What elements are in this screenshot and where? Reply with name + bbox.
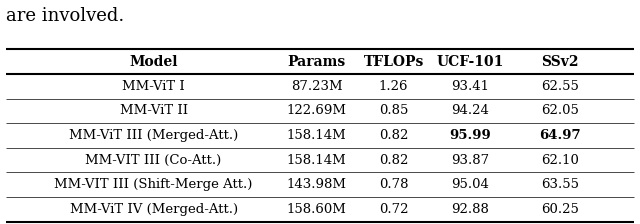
Text: 62.10: 62.10 bbox=[541, 154, 579, 167]
Text: 64.97: 64.97 bbox=[539, 129, 581, 142]
Text: UCF-101: UCF-101 bbox=[436, 55, 504, 69]
Text: 87.23M: 87.23M bbox=[291, 80, 342, 93]
Text: 62.55: 62.55 bbox=[541, 80, 579, 93]
Text: 60.25: 60.25 bbox=[541, 203, 579, 216]
Text: 158.60M: 158.60M bbox=[287, 203, 347, 216]
Text: SSv2: SSv2 bbox=[541, 55, 579, 69]
Text: 158.14M: 158.14M bbox=[287, 129, 347, 142]
Text: 158.14M: 158.14M bbox=[287, 154, 347, 167]
Text: 94.24: 94.24 bbox=[451, 104, 490, 117]
Text: MM-ViT I: MM-ViT I bbox=[122, 80, 185, 93]
Text: MM-VIT III (Shift-Merge Att.): MM-VIT III (Shift-Merge Att.) bbox=[54, 178, 253, 191]
Text: MM-ViT IV (Merged-Att.): MM-ViT IV (Merged-Att.) bbox=[70, 203, 237, 216]
Text: MM-ViT III (Merged-Att.): MM-ViT III (Merged-Att.) bbox=[69, 129, 238, 142]
Text: TFLOPs: TFLOPs bbox=[364, 55, 424, 69]
Text: 92.88: 92.88 bbox=[451, 203, 490, 216]
Text: 95.04: 95.04 bbox=[451, 178, 490, 191]
Text: 143.98M: 143.98M bbox=[287, 178, 347, 191]
Text: 0.85: 0.85 bbox=[379, 104, 408, 117]
Text: Model: Model bbox=[129, 55, 178, 69]
Text: MM-VIT III (Co-Att.): MM-VIT III (Co-Att.) bbox=[86, 154, 221, 167]
Text: 1.26: 1.26 bbox=[379, 80, 408, 93]
Text: Params: Params bbox=[287, 55, 346, 69]
Text: 0.82: 0.82 bbox=[379, 154, 408, 167]
Text: 0.72: 0.72 bbox=[379, 203, 408, 216]
Text: 63.55: 63.55 bbox=[541, 178, 579, 191]
Text: are involved.: are involved. bbox=[6, 7, 125, 25]
Text: 93.41: 93.41 bbox=[451, 80, 490, 93]
Text: 122.69M: 122.69M bbox=[287, 104, 347, 117]
Text: 0.82: 0.82 bbox=[379, 129, 408, 142]
Text: 93.87: 93.87 bbox=[451, 154, 490, 167]
Text: MM-ViT II: MM-ViT II bbox=[120, 104, 188, 117]
Text: 0.78: 0.78 bbox=[379, 178, 408, 191]
Text: 62.05: 62.05 bbox=[541, 104, 579, 117]
Text: 95.99: 95.99 bbox=[449, 129, 492, 142]
